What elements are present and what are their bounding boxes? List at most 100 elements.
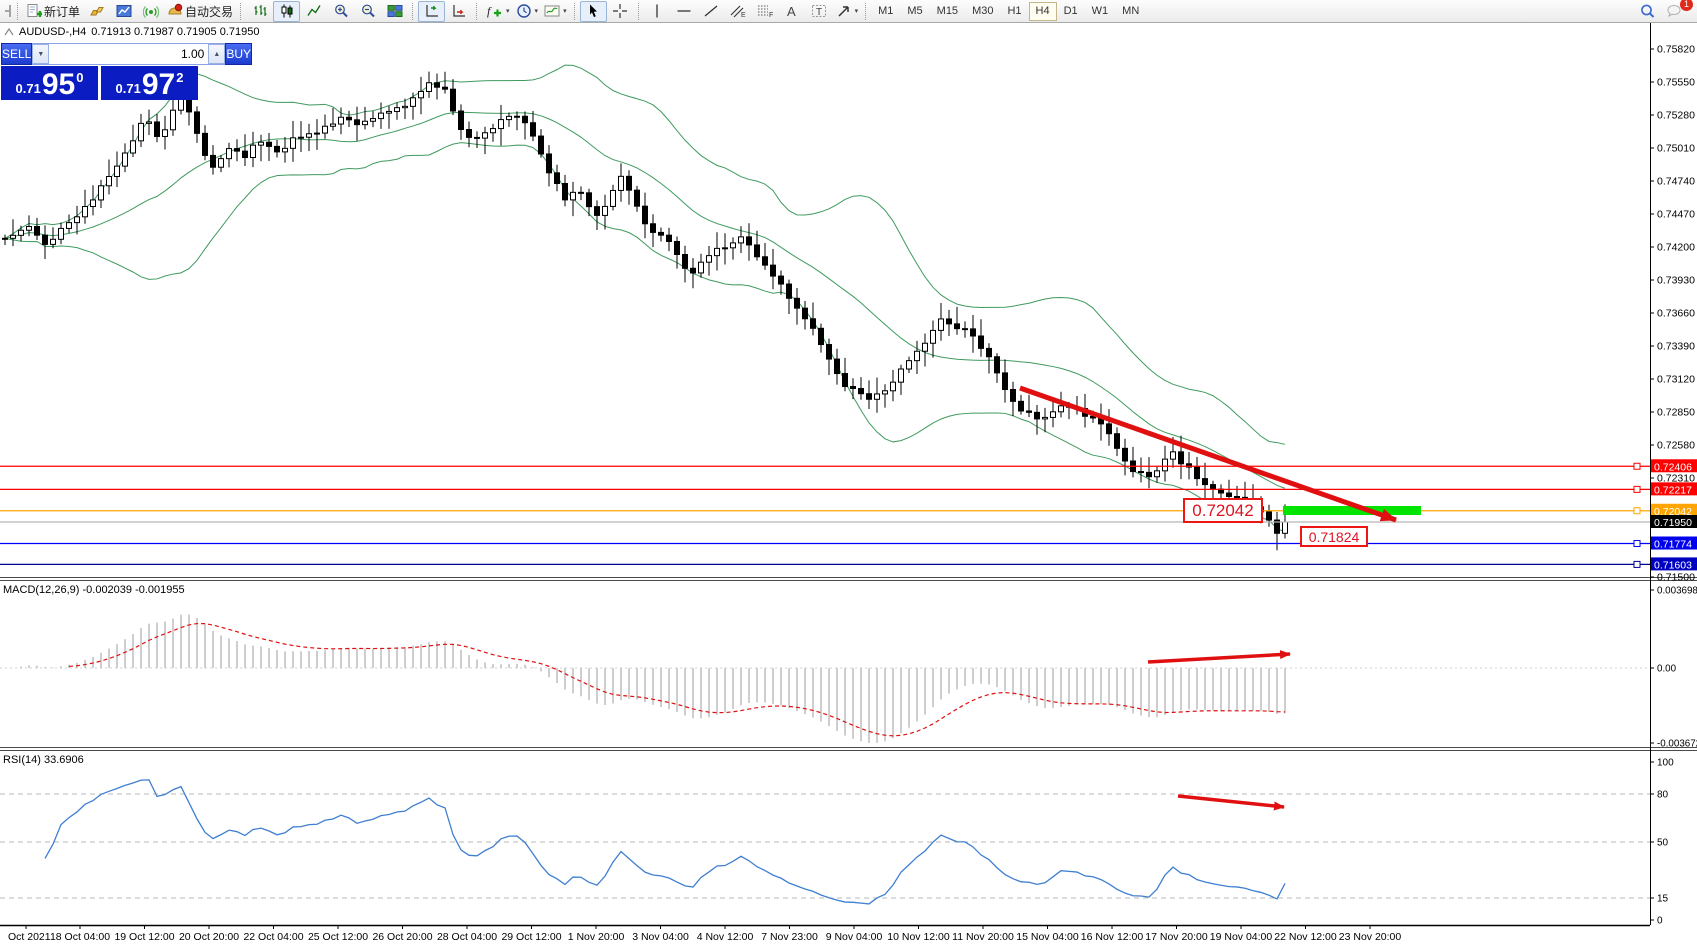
chart-shift-button[interactable] [418, 0, 446, 22]
breakdown-price-annotation[interactable]: 0.71824 [1300, 526, 1368, 547]
time-label: 1 Nov 20:00 [568, 931, 625, 943]
autotrading-icon [168, 3, 183, 15]
time-label: 22 Oct 04:00 [243, 931, 303, 943]
vertical-line-tool-button[interactable] [644, 1, 671, 22]
price-axis[interactable]: 0.75820 0.75550 0.75280 0.75010 0.74740 0.744… [1650, 22, 1697, 927]
signal-icon [142, 6, 159, 18]
buy-button[interactable]: BUY [225, 43, 253, 65]
timeframe-m15-button[interactable]: M15 [936, 5, 959, 17]
macd-label: MACD(12,26,9) -0.002039 -0.001955 [3, 584, 185, 596]
svg-text:f: f [487, 4, 492, 18]
time-label: 23 Nov 20:00 [1339, 931, 1402, 943]
candlestick-mode-button[interactable] [273, 0, 301, 22]
line-handle [1633, 485, 1641, 493]
bar-chart-mode-button[interactable] [246, 1, 273, 22]
notifications-button[interactable]: 1 [1661, 0, 1693, 22]
svg-text:F: F [769, 12, 773, 19]
notification-count-badge: 1 [1680, 0, 1693, 11]
time-label: 10 Nov 12:00 [887, 931, 950, 943]
time-axis[interactable]: Oct 2021 18 Oct 04:00 19 Oct 12:00 20 Oct 2… [0, 924, 1650, 943]
svg-text:0.74200: 0.74200 [1657, 242, 1695, 254]
macd-histogram [20, 614, 1286, 743]
text-label-tool-button[interactable]: T [806, 1, 833, 22]
indicators-button[interactable]: f ▾ [482, 1, 513, 22]
bollinger-bands [4, 64, 1286, 533]
svg-text:0.75010: 0.75010 [1657, 143, 1695, 155]
time-label: 17 Nov 20:00 [1145, 931, 1208, 943]
horizontal-line-tool-button[interactable] [671, 1, 698, 22]
timeframe-m1-button[interactable]: M1 [878, 5, 894, 17]
timeframe-mn-button[interactable]: MN [1122, 5, 1140, 17]
svg-text:0.71774: 0.71774 [1654, 539, 1692, 551]
chart-symbol-period: AUDUSD-,H4 [19, 26, 87, 38]
timeframe-w1-button[interactable]: W1 [1091, 5, 1109, 17]
text-a-icon: A [787, 4, 796, 19]
text-tool-button[interactable]: A [779, 1, 806, 22]
search-button[interactable] [1634, 1, 1661, 22]
charts-icon [116, 5, 132, 17]
sell-button[interactable]: SELL [1, 43, 33, 65]
svg-text:0.71500: 0.71500 [1657, 572, 1695, 584]
svg-text:0.72406: 0.72406 [1654, 461, 1692, 473]
channel-tool-button[interactable]: E [725, 1, 752, 22]
toolbar-separator [573, 2, 576, 20]
toolbar-separator [240, 2, 242, 20]
market-watch-button[interactable] [83, 1, 110, 22]
signals-button[interactable] [137, 1, 164, 22]
arrows-tool-button[interactable]: ▾ [833, 1, 862, 22]
new-order-label: 新订单 [44, 4, 81, 19]
templates-button[interactable]: ▾ [541, 1, 570, 22]
zoom-in-button[interactable] [327, 1, 354, 22]
timeframe-m5-button[interactable]: M5 [907, 5, 923, 17]
charts-button[interactable] [110, 1, 137, 22]
sell-price-display[interactable]: 0.71 95 0 [1, 66, 98, 100]
support-zone-highlight[interactable] [1283, 506, 1421, 515]
zoom-out-button[interactable] [354, 1, 381, 22]
toolbar-separator [412, 2, 414, 20]
periods-button[interactable]: ▾ [513, 1, 542, 22]
trend-arrow-rsi[interactable] [1177, 794, 1285, 811]
autotrading-label: 自动交易 [185, 4, 234, 19]
timeframe-h1-button[interactable]: H1 [1007, 5, 1022, 17]
timeframe-d1-button[interactable]: D1 [1063, 5, 1078, 17]
horizontal-lines[interactable]: 0.724060.722170.720420.719500.717740.716… [0, 459, 1697, 571]
axis-price-flag [1651, 503, 1697, 517]
timeframe-h4-button[interactable]: H4 [1028, 1, 1057, 21]
volume-decrease-button[interactable]: ▼ [32, 44, 50, 64]
tile-windows-icon [387, 5, 403, 17]
svg-text:80: 80 [1657, 790, 1669, 801]
chevron-down-icon: ▾ [854, 8, 859, 15]
volume-input[interactable] [49, 44, 209, 64]
crosshair-tool-button[interactable] [607, 1, 634, 22]
svg-text:50: 50 [1657, 838, 1669, 849]
trend-arrow-macd[interactable] [1147, 650, 1291, 664]
new-order-button[interactable]: 新订单 [23, 1, 83, 22]
auto-scroll-button[interactable] [445, 1, 472, 22]
support-price-annotation[interactable]: 0.72042 [1183, 498, 1263, 523]
tile-windows-button[interactable] [381, 1, 408, 22]
crosshair-icon [613, 4, 628, 18]
svg-text:0.72310: 0.72310 [1657, 473, 1695, 485]
svg-text:0.75280: 0.75280 [1657, 110, 1695, 122]
trendline-tool-button[interactable] [698, 1, 725, 22]
buy-price-display[interactable]: 0.71 97 2 [101, 66, 198, 100]
trend-arrow-main[interactable] [1019, 385, 1397, 523]
chevron-down-icon: ▾ [506, 8, 510, 15]
svg-text:0.75550: 0.75550 [1657, 77, 1695, 89]
line-chart-mode-button[interactable] [300, 1, 327, 22]
channel-icon: E [730, 5, 746, 19]
cursor-tool-button[interactable] [579, 0, 607, 22]
svg-text:0.72042: 0.72042 [1654, 506, 1692, 518]
volume-increase-button[interactable]: ▲ [208, 44, 226, 64]
gold-icon [89, 7, 104, 16]
indicators-icon: f [487, 4, 502, 18]
fibonacci-tool-button[interactable]: F [752, 1, 779, 22]
autotrading-button[interactable]: 自动交易 [164, 1, 236, 22]
timeframe-m30-button[interactable]: M30 [972, 5, 994, 17]
svg-text:-0.003672: -0.003672 [1657, 739, 1697, 750]
axis-price-flag [1651, 557, 1697, 571]
time-label: 25 Oct 12:00 [308, 931, 368, 943]
bar-chart-icon [254, 5, 267, 16]
volume-stepper: ▼ ▲ [32, 43, 226, 65]
